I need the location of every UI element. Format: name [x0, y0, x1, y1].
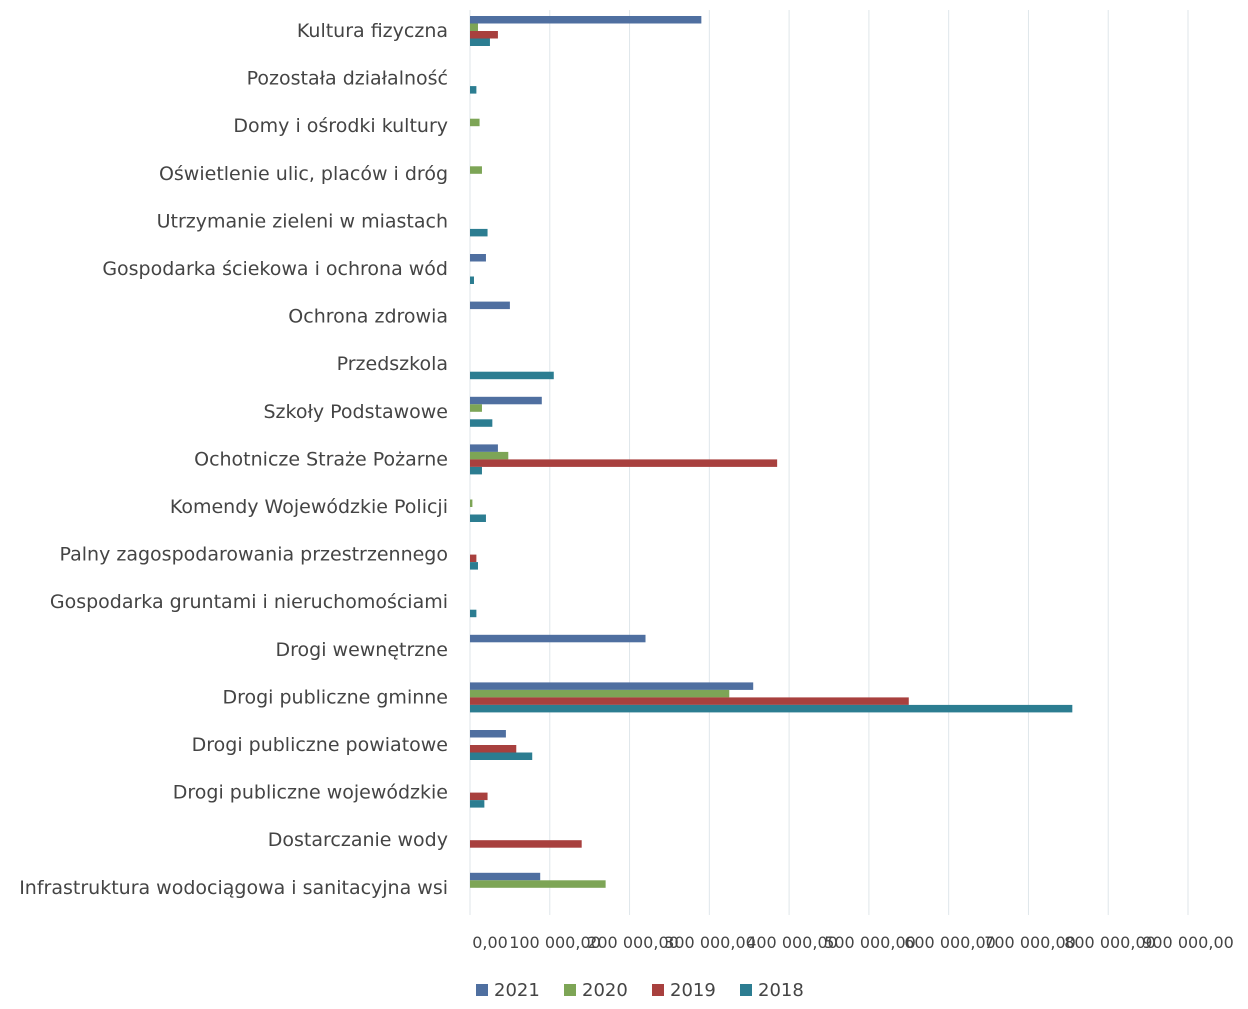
legend-swatch-2019	[652, 984, 664, 996]
bar-2018-8	[470, 419, 493, 427]
bar-2018-16	[470, 800, 485, 808]
category-label-2: Domy i ośrodki kultury	[233, 115, 448, 137]
bar-2020-14	[470, 689, 730, 698]
category-label-8: Szkoły Podstawowe	[263, 401, 448, 423]
bar-2019-14	[470, 697, 909, 705]
bar-2021-15	[470, 730, 506, 738]
category-label-0: Kultura fizyczna	[297, 20, 448, 42]
bar-2018-14	[470, 704, 1073, 713]
bar-2019-0	[470, 31, 498, 39]
category-label-15: Drogi publiczne powiatowe	[192, 734, 448, 756]
bar-2018-9	[470, 466, 482, 475]
category-label-16: Drogi publiczne wojewódzkie	[173, 782, 448, 804]
category-label-13: Drogi wewnętrzne	[276, 639, 449, 661]
bar-2020-8	[470, 404, 482, 412]
x-tick-label-9: 900 000,00	[1142, 933, 1234, 952]
category-label-10: Komendy Wojewódzkie Policji	[170, 496, 448, 518]
legend-swatch-2021	[476, 984, 488, 996]
bar-2021-0	[470, 16, 702, 24]
bar-2018-1	[470, 86, 477, 94]
x-tick-label-2: 200 000,00	[587, 933, 679, 952]
category-label-1: Pozostała działalność	[247, 68, 448, 90]
bar-2021-6	[470, 301, 510, 310]
bar-2019-17	[470, 840, 582, 848]
bar-2018-0	[470, 38, 490, 46]
x-tick-label-0: 0,00	[472, 933, 508, 952]
x-tick-label-3: 300 000,00	[664, 933, 756, 952]
category-label-12: Gospodarka gruntami i nieruchomościami	[50, 591, 448, 613]
bar-2020-0	[470, 23, 478, 31]
bar-2018-5	[470, 276, 474, 284]
bar-2021-9	[470, 444, 498, 452]
category-label-7: Przedszkola	[337, 353, 448, 375]
category-label-4: Utrzymanie zieleni w miastach	[157, 210, 448, 232]
category-label-18: Infrastruktura wodociągowa i sanitacyjna…	[19, 877, 448, 899]
category-label-14: Drogi publiczne gminne	[222, 686, 448, 708]
bar-2021-13	[470, 634, 646, 643]
category-label-9: Ochotnicze Straże Pożarne	[194, 448, 448, 470]
bar-2020-2	[470, 118, 480, 127]
category-labels: Kultura fizyczna Pozostała działalność Dom…	[19, 20, 448, 899]
bar-2020-18	[470, 880, 606, 888]
bar-2018-4	[470, 228, 488, 237]
category-label-5: Gospodarka ściekowa i ochrona wód	[102, 258, 448, 280]
legend-swatch-2020	[564, 984, 576, 996]
x-tick-label-8: 800 000,00	[1064, 933, 1156, 952]
bar-2021-14	[470, 682, 754, 690]
gridlines	[469, 10, 1189, 915]
legend-label-2018: 2018	[758, 980, 804, 1001]
legend-label-2021: 2021	[494, 980, 540, 1001]
bar-2018-7	[470, 371, 554, 380]
x-tick-label-5: 500 000,00	[824, 933, 916, 952]
bar-2020-9	[470, 451, 509, 460]
bar-2019-9	[470, 459, 778, 467]
x-tick-label-1: 100 000,00	[509, 933, 601, 952]
bar-2019-15	[470, 745, 517, 753]
bar-2018-11	[470, 562, 478, 570]
bar-2021-5	[470, 254, 486, 262]
bar-2021-8	[470, 396, 542, 405]
legend: 2021 2020 2019 2018	[476, 980, 804, 1001]
bar-2018-12	[470, 609, 477, 618]
legend-swatch-2018	[740, 984, 752, 996]
bar-2020-3	[470, 166, 482, 174]
legend-label-2020: 2020	[582, 980, 628, 1001]
bar-series	[470, 16, 1073, 888]
category-label-17: Dostarczanie wody	[268, 829, 448, 851]
bar-2021-18	[470, 872, 541, 881]
x-tick-label-7: 700 000,00	[984, 933, 1076, 952]
bar-2018-10	[470, 514, 486, 522]
bar-2020-10	[470, 499, 473, 507]
bar-2019-16	[470, 792, 488, 801]
category-label-11: Palny zagospodarowania przestrzennego	[60, 544, 448, 566]
category-label-6: Ochrona zdrowia	[288, 306, 448, 328]
bar-2019-11	[470, 554, 477, 563]
x-tick-label-6: 600 000,00	[904, 933, 996, 952]
bar-2018-15	[470, 752, 533, 760]
x-tick-label-4: 400 000,00	[746, 933, 838, 952]
category-label-3: Oświetlenie ulic, placów i dróg	[159, 163, 448, 185]
legend-label-2019: 2019	[670, 980, 716, 1001]
